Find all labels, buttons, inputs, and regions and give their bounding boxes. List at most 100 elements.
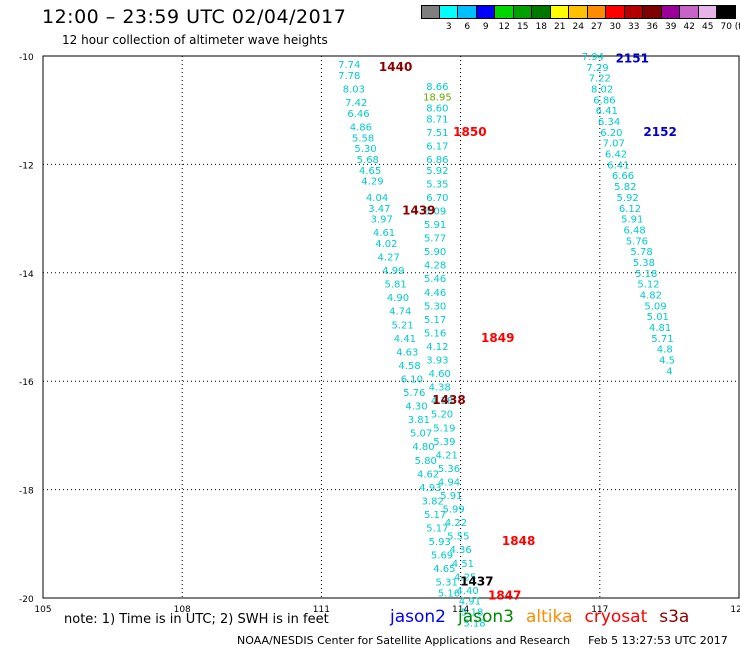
pass-time-label: 1437 (460, 575, 493, 589)
wave-height-value: 7.22 (589, 74, 611, 85)
wave-height-value: 4.60 (429, 369, 451, 380)
wave-height-value: 4.51 (452, 559, 474, 570)
y-tick-label: -12 (19, 161, 34, 171)
wave-height-value: 5.92 (617, 193, 639, 204)
wave-height-value: 4.12 (426, 342, 448, 353)
wave-height-value: 5.77 (424, 234, 446, 245)
wave-height-value: 4.28 (424, 261, 446, 272)
x-tick-label: 120 (730, 605, 740, 615)
color-swatch (476, 5, 495, 19)
color-scale-label: 18 (535, 22, 547, 32)
wave-height-value: 4.61 (373, 228, 395, 239)
y-tick-label: -18 (19, 487, 34, 497)
pass-time-label: 1847 (488, 588, 521, 602)
footer-credit: NOAA/NESDIS Center for Satellite Applica… (237, 634, 728, 647)
wave-height-value: 4 (666, 366, 672, 377)
wave-height-value: 5.81 (385, 280, 407, 291)
wave-height-value: 7.07 (603, 139, 625, 150)
wave-height-value: 6.66 (612, 171, 634, 182)
wave-height-value: 6.86 (426, 155, 448, 166)
wave-height-value: 4.5 (659, 356, 675, 367)
wave-height-value: 4.8 (657, 345, 673, 356)
wave-height-value: 5.91 (621, 215, 643, 226)
wave-height-value: 4.90 (387, 293, 409, 304)
color-scale-label: 6 (464, 22, 471, 32)
color-swatch (680, 5, 699, 19)
wave-height-value: 4.74 (389, 307, 411, 318)
pass-time-label: 1848 (502, 534, 535, 548)
pass-time-label: 2151 (616, 52, 649, 66)
color-scale-label: 30 (609, 22, 621, 32)
chart-title: 12:00 – 23:59 UTC 02/04/2017 (42, 6, 347, 28)
footer-note: note: 1) Time is in UTC; 2) SWH is in fe… (64, 612, 329, 627)
wave-height-value: 5.17 (426, 524, 448, 535)
color-swatch (550, 5, 569, 19)
color-swatch (587, 5, 606, 19)
legend-item-altika: altika (526, 607, 573, 627)
wave-height-value: 6.46 (347, 109, 369, 120)
pass-time-label: 1439 (402, 203, 435, 217)
wave-height-value: 7.78 (338, 71, 360, 82)
plot-grid (43, 56, 739, 598)
wave-height-value: 5.19 (433, 423, 455, 434)
color-scale-label: 33 (628, 22, 640, 32)
wave-height-value: 7.29 (586, 63, 608, 74)
wave-height-value: 4.21 (436, 450, 458, 461)
wave-height-value: 18.95 (423, 93, 452, 104)
wave-height-value: 5.01 (647, 312, 669, 323)
color-swatch (624, 5, 643, 19)
x-tick-label: 108 (174, 605, 191, 615)
wave-height-value: 4.04 (366, 193, 388, 204)
color-swatch (513, 5, 532, 19)
wave-height-value: 5.46 (424, 274, 446, 285)
wave-height-value: 6.42 (605, 150, 627, 161)
wave-height-value: 5.17 (424, 510, 446, 521)
wave-height-value: 4.94 (438, 477, 460, 488)
y-tick-label: -10 (19, 53, 34, 63)
wave-height-value: 4.62 (417, 469, 439, 480)
wave-height-value: 3.47 (368, 204, 390, 215)
wave-height-value: 4.27 (378, 253, 400, 264)
wave-height-value: 5.71 (651, 334, 673, 345)
wave-height-value: 5.38 (633, 258, 655, 269)
legend-item-jason3: jason3 (458, 607, 514, 627)
wave-height-value: 4.38 (429, 383, 451, 394)
wave-height-value: 8.60 (426, 103, 448, 114)
wave-height-value: 5.55 (447, 532, 469, 543)
wave-height-value: 6.10 (401, 374, 423, 385)
wave-height-value: 5.17 (424, 315, 446, 326)
wave-height-value: 5.21 (391, 320, 413, 331)
x-tick-label: 111 (313, 605, 330, 615)
wave-height-value: 5.31 (436, 578, 458, 589)
wave-height-value: 3.82 (422, 496, 444, 507)
legend-item-jason2: jason2 (390, 607, 446, 627)
color-swatch (458, 5, 477, 19)
wave-height-value: 3.81 (408, 415, 430, 426)
wave-height-value: 8.66 (426, 82, 448, 93)
wave-height-value: 3.93 (426, 356, 448, 367)
wave-height-value: 5.92 (426, 166, 448, 177)
color-scale-label: 70 (720, 22, 732, 32)
color-scale-label: 27 (591, 22, 603, 32)
color-scale-label: 42 (683, 22, 695, 32)
wave-height-value: 6.70 (426, 193, 448, 204)
wave-height-value: 6.20 (600, 128, 622, 139)
wave-height-value: 5.80 (415, 456, 437, 467)
wave-height-value: 8.03 (343, 85, 365, 96)
wave-height-value: 5.18 (461, 608, 483, 619)
wave-height-value: 4.65 (359, 166, 381, 177)
wave-height-value: 5.68 (357, 155, 379, 166)
plot-marks: 7.747.788.037.426.464.865.585.305.684.65… (338, 52, 677, 630)
legend-item-cryosat: cryosat (584, 607, 648, 627)
color-swatch (439, 5, 458, 19)
wave-height-value: 4.46 (424, 288, 446, 299)
wave-height-value: 4.41 (394, 334, 416, 345)
wave-height-value: 7.51 (426, 128, 448, 139)
wave-height-value: 8.71 (426, 114, 448, 125)
wave-height-value: 5.99 (443, 505, 465, 516)
wave-height-value: 5.39 (433, 437, 455, 448)
pass-time-label: 1849 (481, 331, 514, 345)
wave-height-value: 5.91 (424, 220, 446, 231)
color-swatch (698, 5, 717, 19)
